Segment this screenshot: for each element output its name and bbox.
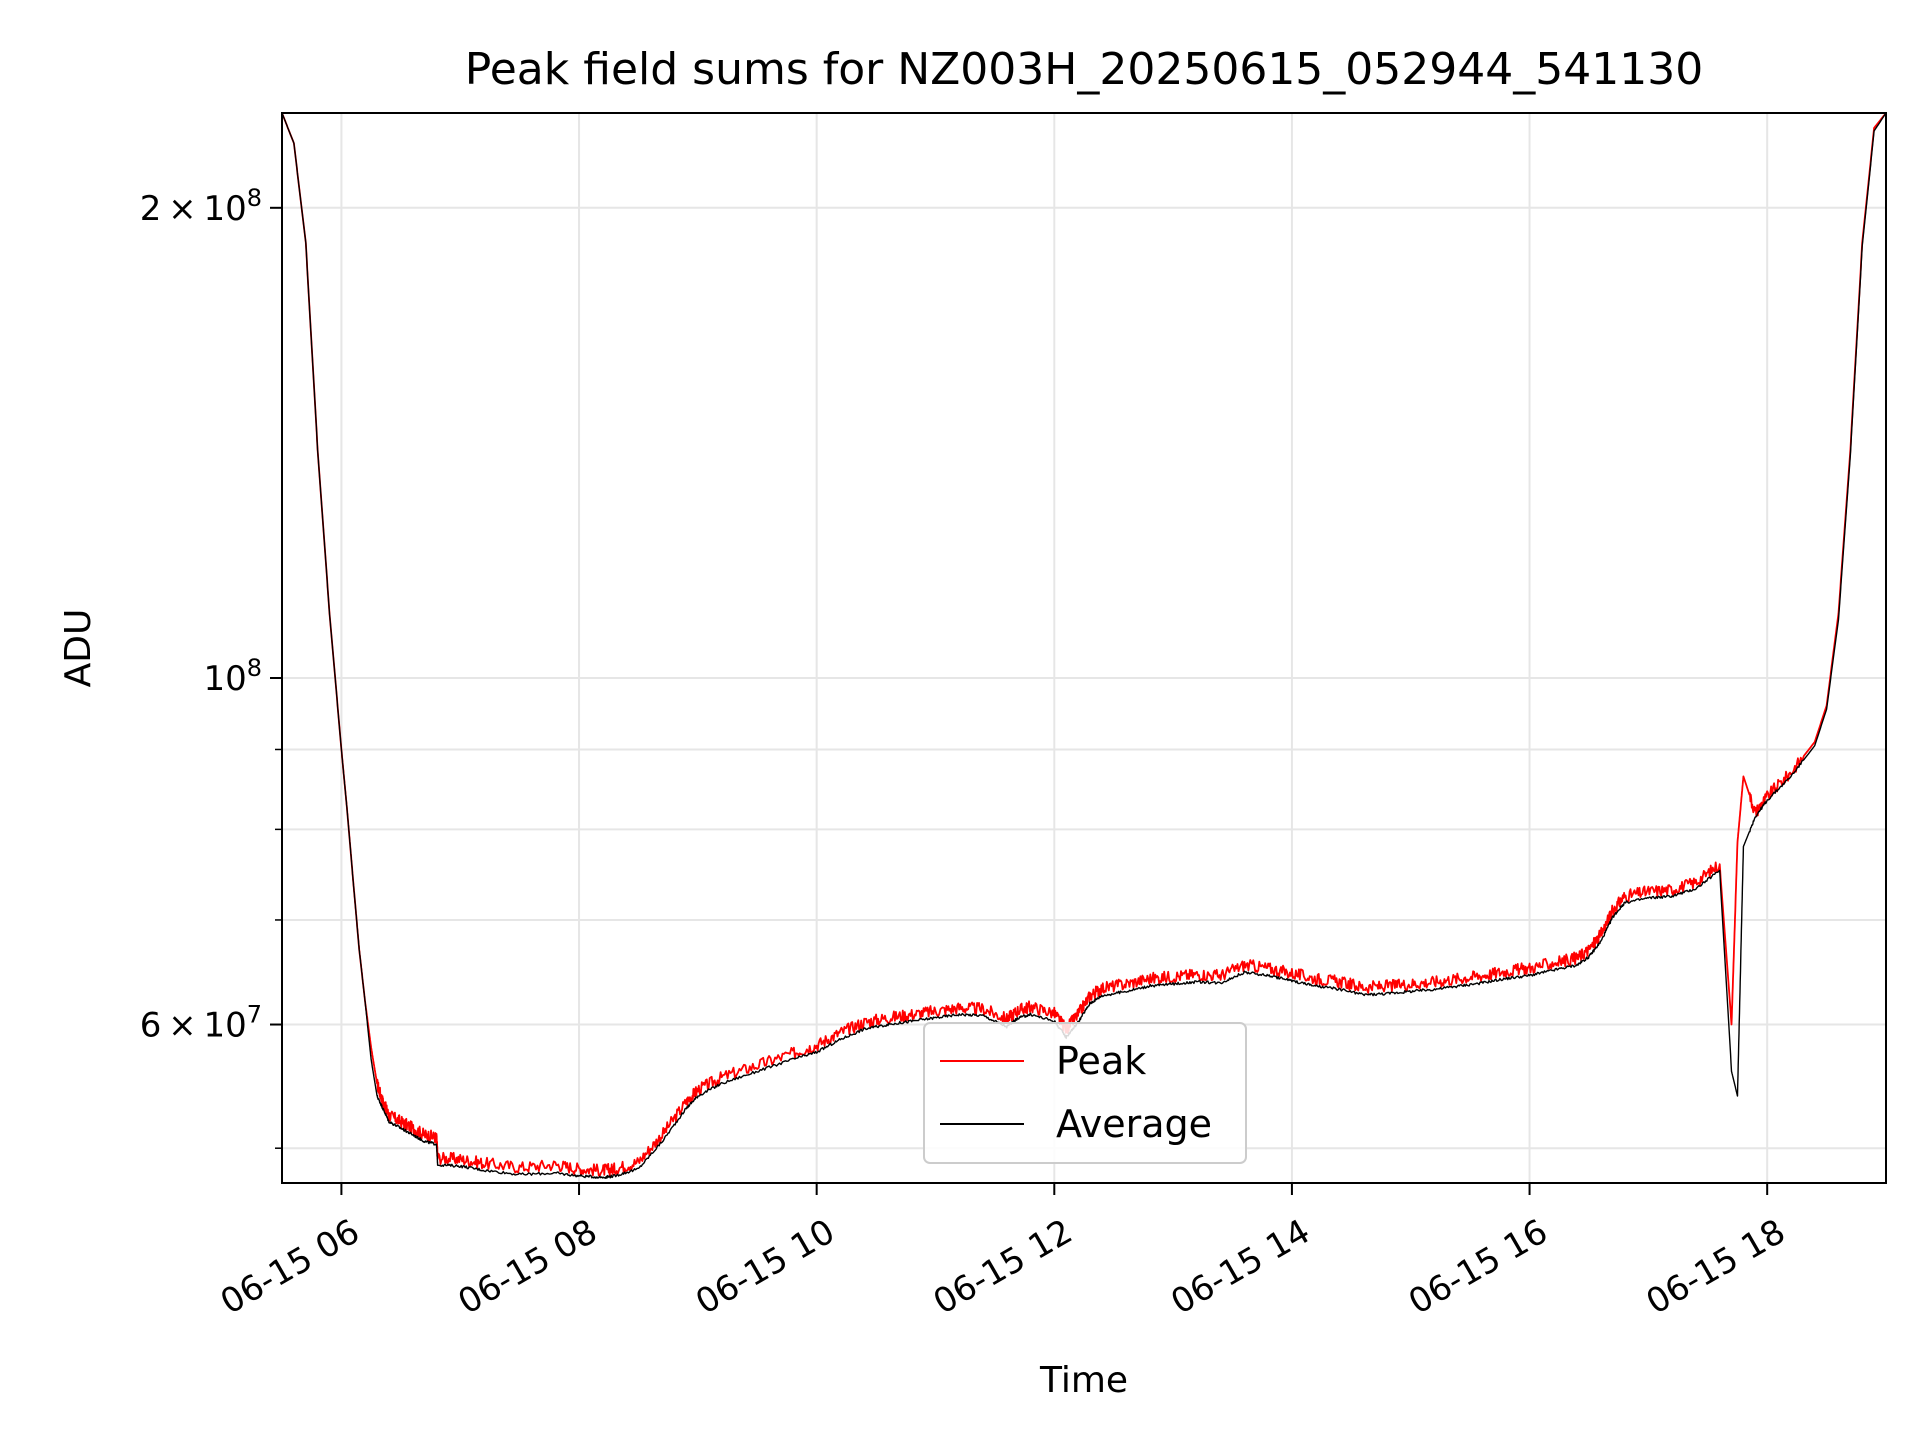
- y-tick-label: 6 × 107: [140, 1001, 262, 1046]
- legend: Peak Average: [923, 1022, 1247, 1164]
- y-tick-label: 2 × 108: [140, 184, 262, 229]
- chart-title: Peak field sums for NZ003H_20250615_0529…: [465, 44, 1703, 95]
- legend-box: [923, 1022, 1247, 1164]
- series-line-peak: [281, 112, 1887, 1177]
- legend-label-average: Average: [1056, 1102, 1212, 1146]
- y-axis-label: ADU: [58, 609, 99, 688]
- x-axis-label: Time: [1039, 1360, 1128, 1401]
- plot-frame: [281, 112, 1887, 1184]
- legend-label-peak: Peak: [1056, 1039, 1146, 1083]
- y-tick-label: 108: [203, 654, 262, 699]
